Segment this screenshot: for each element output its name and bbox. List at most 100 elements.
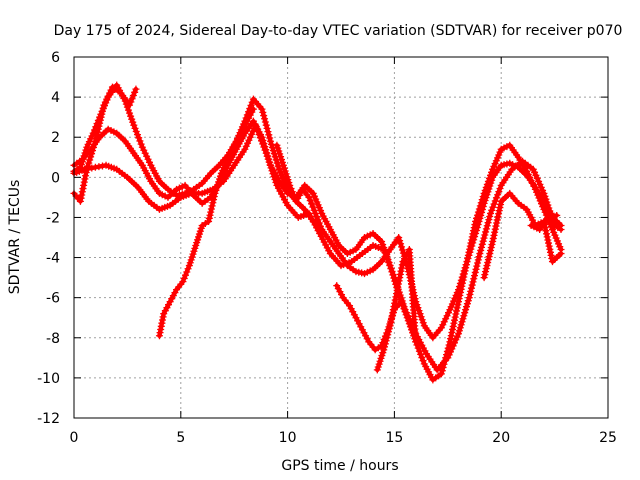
data-point <box>94 125 102 133</box>
data-point <box>471 272 478 280</box>
data-point <box>266 134 274 142</box>
data-point <box>288 188 296 196</box>
data-point <box>93 131 101 139</box>
data-point <box>90 140 98 148</box>
data-point <box>492 194 500 202</box>
data-point <box>462 303 470 311</box>
data-point <box>396 237 404 245</box>
data-point <box>131 124 139 132</box>
data-point <box>98 162 106 170</box>
data-point <box>449 342 457 350</box>
data-point <box>437 370 445 378</box>
data-point <box>462 261 470 269</box>
data-point <box>484 259 492 267</box>
data-point <box>448 329 456 337</box>
data-point <box>445 351 453 359</box>
data-point <box>128 95 136 103</box>
data-point <box>382 337 390 345</box>
data-point <box>462 264 470 272</box>
data-point <box>526 173 534 181</box>
data-point <box>87 153 95 161</box>
data-point <box>454 330 462 338</box>
data-point <box>245 136 253 144</box>
data-point <box>450 319 458 327</box>
data-point <box>316 222 324 230</box>
data-point <box>449 322 457 330</box>
data-point <box>135 134 143 142</box>
data-point <box>557 225 565 233</box>
data-point <box>456 292 464 300</box>
data-point <box>486 213 494 221</box>
data-point <box>98 110 106 118</box>
data-point <box>103 95 111 103</box>
data-point <box>446 348 454 356</box>
data-point <box>495 210 503 218</box>
data-point <box>469 230 477 238</box>
data-point <box>248 108 256 116</box>
series-trace-f <box>273 141 326 233</box>
data-point <box>458 279 466 287</box>
data-point <box>89 143 97 151</box>
data-point <box>453 307 461 315</box>
x-tick-label: 15 <box>385 430 403 446</box>
data-point <box>482 265 490 273</box>
data-point <box>248 130 256 138</box>
data-point <box>352 314 360 322</box>
data-point <box>397 298 405 306</box>
data-point <box>259 108 267 116</box>
data-point <box>487 247 495 255</box>
data-point <box>547 251 555 259</box>
data-point <box>129 92 137 100</box>
data-point <box>465 294 473 302</box>
data-point <box>208 202 216 210</box>
data-point <box>472 265 480 273</box>
data-point <box>456 288 464 296</box>
data-point <box>126 109 134 117</box>
data-point <box>305 193 313 201</box>
data-point <box>171 289 179 297</box>
data-point <box>101 98 109 106</box>
data-point <box>451 316 459 324</box>
data-point <box>161 307 169 315</box>
data-point <box>357 323 365 331</box>
data-point <box>180 274 188 282</box>
data-point <box>489 238 497 246</box>
data-point <box>454 301 462 309</box>
data-point <box>383 255 391 263</box>
data-point <box>466 245 474 253</box>
data-point <box>355 320 363 328</box>
data-point <box>438 367 446 375</box>
data-point <box>481 186 489 194</box>
data-point <box>126 101 134 109</box>
data-point <box>354 317 362 325</box>
data-point <box>313 213 321 221</box>
data-point <box>470 227 478 235</box>
data-point <box>206 211 214 219</box>
data-point <box>451 313 459 321</box>
data-point <box>463 258 471 266</box>
data-point <box>261 118 269 126</box>
data-point <box>89 147 97 155</box>
data-point <box>380 346 388 354</box>
data-point <box>128 115 136 123</box>
data-point <box>308 200 316 208</box>
data-point <box>460 273 468 281</box>
data-point <box>252 121 260 129</box>
data-point <box>292 197 300 205</box>
data-point <box>238 126 246 134</box>
data-point <box>478 196 486 204</box>
data-point <box>168 295 176 303</box>
data-point <box>257 137 265 145</box>
data-point <box>267 137 275 145</box>
data-point <box>336 288 344 296</box>
data-point <box>536 180 544 188</box>
data-point <box>97 113 105 121</box>
data-point <box>130 121 138 129</box>
data-point <box>542 227 550 235</box>
data-point <box>259 140 267 148</box>
data-point <box>529 179 537 187</box>
data-point <box>482 268 490 276</box>
data-point <box>249 105 257 113</box>
data-point <box>483 180 491 188</box>
